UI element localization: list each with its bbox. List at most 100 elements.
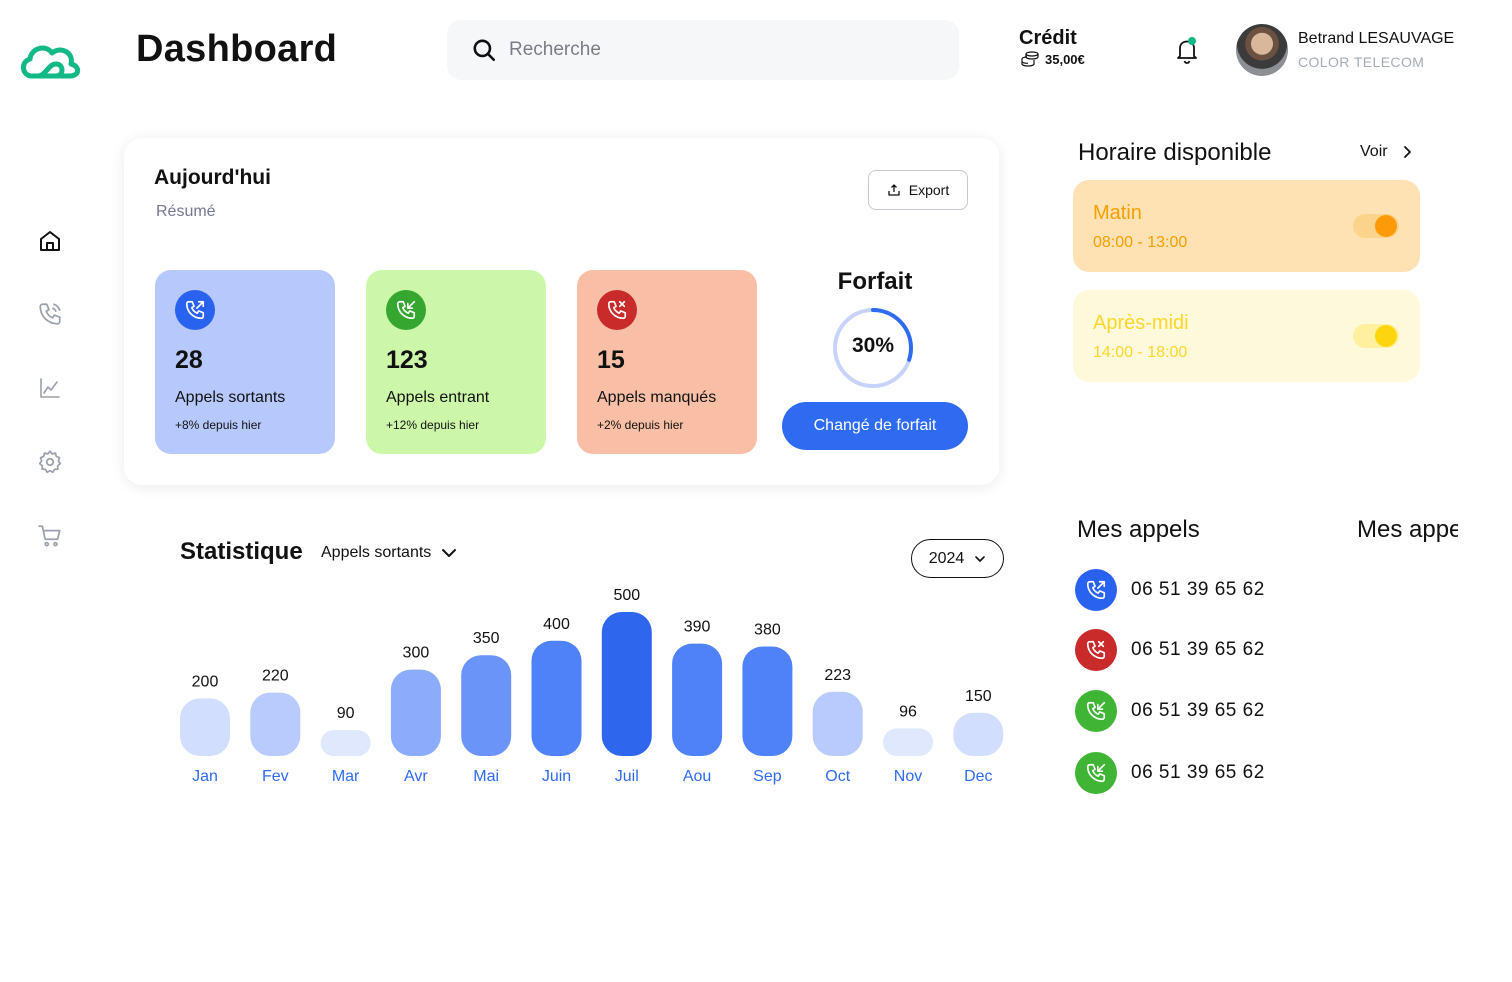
settings-icon[interactable] bbox=[36, 448, 64, 476]
notification-dot bbox=[1188, 37, 1196, 45]
cart-icon[interactable] bbox=[36, 522, 64, 550]
slot-toggle[interactable] bbox=[1353, 324, 1399, 348]
notification-button[interactable] bbox=[1172, 34, 1202, 66]
month-tick-label: Avr bbox=[404, 768, 428, 785]
bar-value-label: 300 bbox=[403, 645, 430, 662]
month-tick-label: Mai bbox=[473, 768, 499, 785]
bar-value-label: 200 bbox=[192, 673, 219, 690]
slot-time: 14:00 - 18:00 bbox=[1093, 344, 1188, 361]
slot-toggle[interactable] bbox=[1353, 214, 1399, 238]
page-title: Dashboard bbox=[136, 28, 338, 70]
mes-appels-title-2: Mes appels bbox=[1357, 516, 1458, 543]
missed-call-icon bbox=[597, 290, 637, 330]
bar-mai bbox=[461, 655, 512, 756]
stat-label: Appels entrant bbox=[386, 389, 490, 406]
bar-aou bbox=[672, 643, 723, 756]
forfait-percent: 30% bbox=[851, 334, 895, 357]
bar-value-label: 150 bbox=[965, 688, 992, 705]
bar-mar bbox=[320, 730, 371, 756]
slot-name: Matin bbox=[1093, 202, 1142, 224]
call-type-dropdown[interactable]: Appels sortants bbox=[321, 544, 457, 562]
avatar[interactable] bbox=[1236, 24, 1288, 76]
call-number: 06 51 39 65 62 bbox=[1131, 639, 1265, 660]
stat-label: Appels sortants bbox=[175, 389, 286, 406]
stat-value: 28 bbox=[175, 346, 203, 374]
voir-label: Voir bbox=[1360, 143, 1388, 160]
search-icon bbox=[473, 39, 496, 62]
export-button[interactable]: Export bbox=[868, 170, 968, 210]
bar-sep bbox=[742, 646, 793, 756]
month-tick-label: Nov bbox=[894, 768, 922, 785]
credit-balance: 35,00€ bbox=[1020, 51, 1085, 67]
bar-value-label: 96 bbox=[899, 703, 917, 720]
month-tick-label: Dec bbox=[964, 768, 992, 785]
slot-time: 08:00 - 13:00 bbox=[1093, 234, 1188, 251]
call-type-value: Appels sortants bbox=[321, 544, 432, 561]
call-number: 06 51 39 65 62 bbox=[1131, 579, 1265, 600]
stat-value: 123 bbox=[386, 346, 428, 374]
month-tick-label: Aou bbox=[683, 768, 711, 785]
bar-avr bbox=[390, 669, 441, 756]
call-number: 06 51 39 65 62 bbox=[1131, 762, 1265, 783]
forfait-title: Forfait bbox=[837, 268, 913, 295]
search-input[interactable] bbox=[509, 39, 909, 61]
monthly-calls-bar-chart: 200 Jan 220 Fev 90 Mar 300 Avr 350 Mai 400 Juin 500 J… bbox=[180, 587, 1004, 785]
today-title: Aujourd'hui bbox=[154, 166, 271, 189]
incoming-call-icon bbox=[1075, 690, 1117, 732]
chevron-down-icon bbox=[975, 555, 986, 562]
month-tick-label: Sep bbox=[753, 768, 782, 785]
bar-value-label: 400 bbox=[543, 616, 570, 633]
bar-jan bbox=[180, 698, 230, 756]
home-icon[interactable] bbox=[36, 227, 64, 255]
bar-value-label: 90 bbox=[337, 705, 355, 722]
mes-appels-title-truncated: Mes appels bbox=[1357, 516, 1458, 550]
bell-icon bbox=[1177, 40, 1197, 64]
export-label: Export bbox=[908, 182, 950, 198]
bar-dec bbox=[953, 712, 1004, 756]
stat-change: +8% depuis hier bbox=[175, 418, 262, 432]
stat-change: +12% depuis hier bbox=[386, 418, 480, 432]
slot-apres-midi[interactable]: Après-midi 14:00 - 18:00 bbox=[1073, 290, 1420, 382]
incoming-call-icon bbox=[386, 290, 426, 330]
bar-value-label: 350 bbox=[473, 630, 500, 647]
user-company: COLOR TELECOM bbox=[1298, 54, 1425, 70]
today-subtitle: Résumé bbox=[156, 203, 216, 220]
voir-link[interactable]: Voir bbox=[1360, 143, 1412, 161]
statistique-title: Statistique bbox=[180, 538, 303, 565]
bar-juin bbox=[531, 640, 582, 756]
bar-value-label: 220 bbox=[262, 668, 289, 685]
incoming-calls-card[interactable]: 123 Appels entrant +12% depuis hier bbox=[366, 270, 546, 454]
chart-icon[interactable] bbox=[36, 374, 64, 402]
bar-value-label: 380 bbox=[754, 622, 781, 639]
call-item[interactable]: 06 51 39 65 62 bbox=[1075, 569, 1265, 611]
bar-value-label: 223 bbox=[824, 667, 851, 684]
missed-calls-card[interactable]: 15 Appels manqués +2% depuis hier bbox=[577, 270, 757, 454]
year-dropdown[interactable]: 2024 bbox=[911, 539, 1004, 578]
month-tick-label: Mar bbox=[332, 768, 360, 785]
outgoing-call-icon bbox=[175, 290, 215, 330]
month-tick-label: Oct bbox=[825, 768, 850, 785]
slot-matin[interactable]: Matin 08:00 - 13:00 bbox=[1073, 180, 1420, 272]
chevron-down-icon bbox=[442, 549, 457, 557]
toggle-knob bbox=[1375, 325, 1397, 347]
outgoing-calls-card[interactable]: 28 Appels sortants +8% depuis hier bbox=[155, 270, 335, 454]
credit-value: 35,00€ bbox=[1045, 51, 1085, 67]
change-forfait-button[interactable]: Changé de forfait bbox=[782, 402, 968, 450]
user-name: Betrand LESAUVAGE bbox=[1298, 30, 1455, 47]
year-value: 2024 bbox=[928, 549, 965, 567]
color-telecom-logo[interactable] bbox=[18, 40, 82, 82]
phone-icon[interactable] bbox=[36, 300, 64, 328]
search-bar[interactable] bbox=[447, 20, 959, 80]
bar-nov bbox=[883, 728, 933, 756]
call-item[interactable]: 06 51 39 65 62 bbox=[1075, 690, 1265, 732]
outgoing-call-icon bbox=[1075, 569, 1117, 611]
bar-value-label: 500 bbox=[613, 587, 640, 604]
call-item[interactable]: 06 51 39 65 62 bbox=[1075, 752, 1265, 794]
incoming-call-icon bbox=[1075, 752, 1117, 794]
credit-label: Crédit bbox=[1019, 27, 1077, 49]
bar-fev bbox=[250, 692, 301, 756]
missed-call-icon bbox=[1075, 629, 1117, 671]
stat-value: 15 bbox=[597, 346, 625, 374]
horaire-title: Horaire disponible bbox=[1078, 139, 1272, 166]
call-item[interactable]: 06 51 39 65 62 bbox=[1075, 629, 1265, 671]
